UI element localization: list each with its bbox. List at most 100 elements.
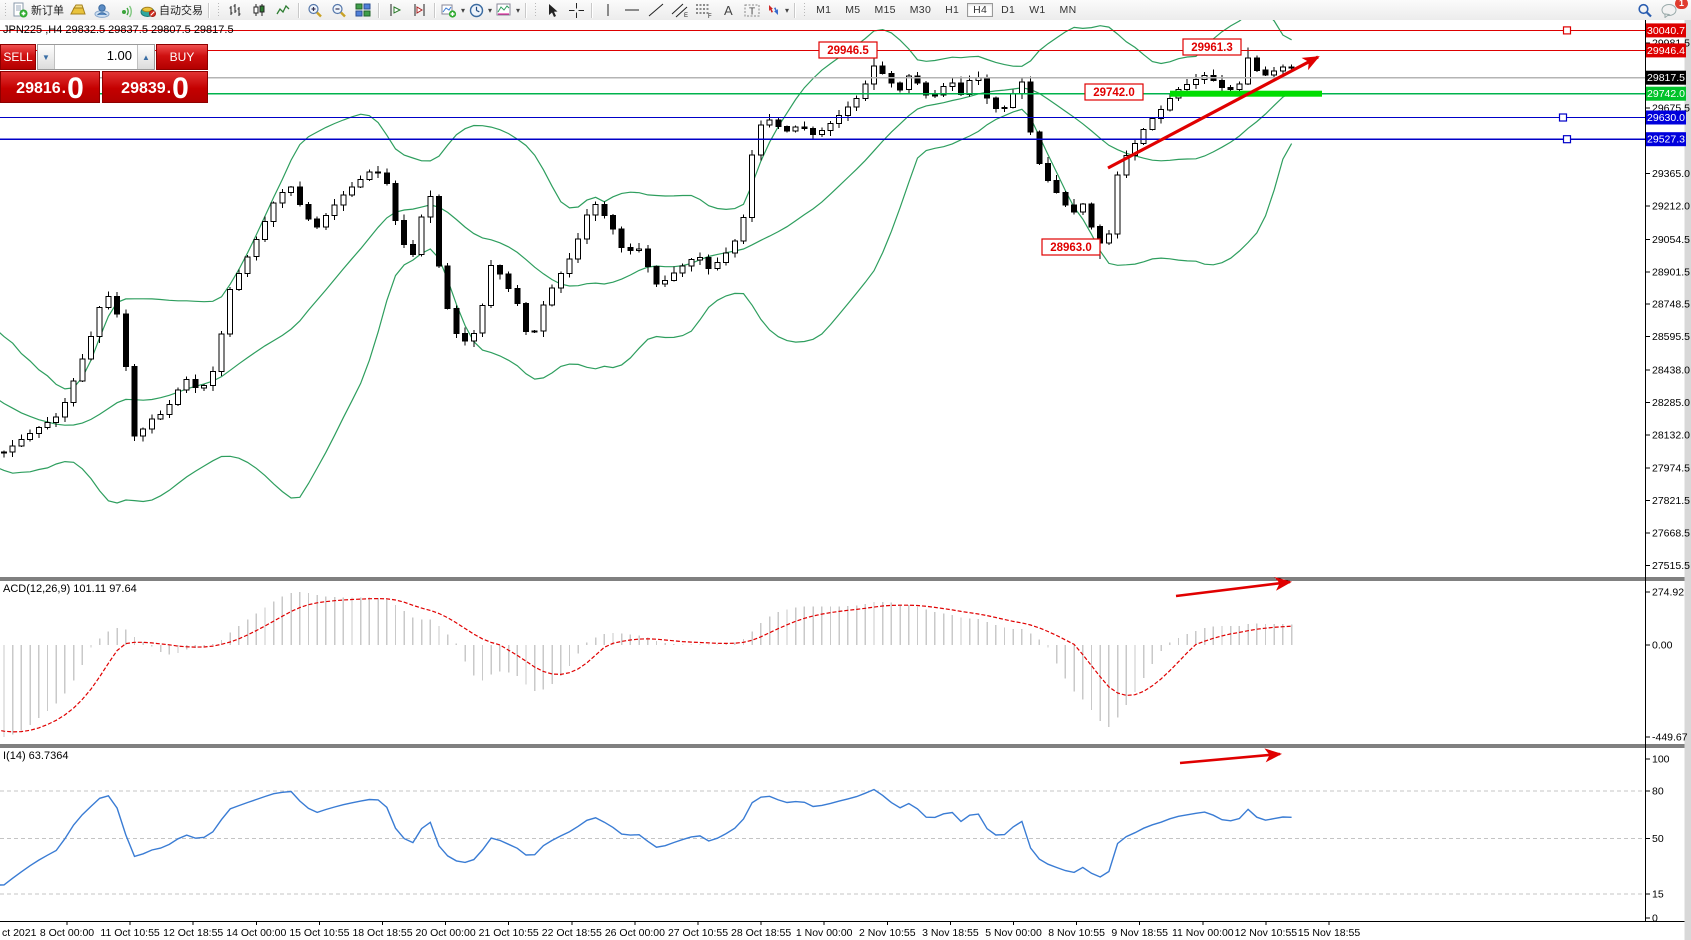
zoom-in-button[interactable] [303, 1, 327, 19]
timeframe-W1[interactable]: W1 [1029, 4, 1046, 16]
candlestick-button[interactable] [247, 1, 271, 19]
svg-text:ct 2021: ct 2021 [2, 927, 37, 939]
svg-text:T: T [749, 6, 755, 17]
dropdown-caret-icon: ▾ [461, 5, 466, 15]
text-icon: A [724, 3, 733, 17]
timeframe-D1[interactable]: D1 [1001, 4, 1016, 16]
tile-windows-button[interactable] [351, 1, 375, 19]
svg-text:20 Oct 00:00: 20 Oct 00:00 [416, 927, 476, 939]
autotrading-label: 自动交易 [159, 5, 203, 17]
svg-text:27 Oct 10:55: 27 Oct 10:55 [668, 927, 728, 939]
price-dot: . [61, 80, 67, 97]
fibonacci-button[interactable]: F [692, 1, 716, 19]
timeframe-MN[interactable]: MN [1059, 4, 1077, 16]
svg-text:29630.0: 29630.0 [1647, 112, 1685, 124]
search-icon [1638, 3, 1652, 17]
svg-text:5 Nov 00:00: 5 Nov 00:00 [985, 927, 1042, 939]
price-chart[interactable]: 29981.529675.529365.029212.029054.528901… [0, 20, 1691, 940]
add-indicator-button[interactable]: ▾ [439, 1, 467, 19]
bar-chart-icon [229, 4, 240, 16]
one-click-trade-panel: SELL ▼ 1.00 ▲ BUY 29816 . 0 29839 . 0 [0, 44, 208, 105]
community-button[interactable] [90, 1, 114, 19]
search-button[interactable] [1633, 1, 1657, 19]
svg-text:27974.5: 27974.5 [1652, 463, 1690, 475]
svg-text:15: 15 [1652, 889, 1664, 901]
svg-text:9 Nov 18:55: 9 Nov 18:55 [1111, 927, 1168, 939]
gold-button[interactable] [66, 1, 90, 19]
toolbar-separator [525, 2, 528, 18]
cursor-button[interactable] [540, 1, 564, 19]
rsi-label: I(14) 63.7364 [3, 750, 69, 762]
svg-text:29742.0: 29742.0 [1093, 87, 1135, 99]
svg-text:29946.5: 29946.5 [827, 45, 869, 57]
svg-text:80: 80 [1652, 785, 1664, 797]
toolbar-grip[interactable] [802, 3, 808, 17]
volume-stepper: ▼ 1.00 ▲ [37, 44, 155, 70]
svg-text:29365.0: 29365.0 [1652, 168, 1690, 180]
text-button[interactable]: A [716, 1, 740, 19]
svg-text:14 Oct 00:00: 14 Oct 00:00 [226, 927, 286, 939]
arrows-button[interactable]: ▾ [764, 1, 791, 19]
svg-text:E: E [684, 13, 688, 18]
svg-text:1 Nov 00:00: 1 Nov 00:00 [796, 927, 853, 939]
buy-button[interactable]: BUY [156, 44, 208, 70]
chart-shift-button[interactable] [407, 1, 431, 19]
equidistant-channel-button[interactable]: E [668, 1, 692, 19]
templates-button[interactable]: ▾ [494, 1, 522, 19]
toolbar: 新订单 自动交易 [0, 0, 1691, 21]
svg-text:3 Nov 18:55: 3 Nov 18:55 [922, 927, 979, 939]
svg-text:8 Oct 00:00: 8 Oct 00:00 [40, 927, 94, 939]
svg-text:28595.5: 28595.5 [1652, 331, 1690, 343]
sell-price-main: 29816 [16, 80, 61, 97]
zoom-out-button[interactable] [327, 1, 351, 19]
trendline-button[interactable] [644, 1, 668, 19]
chat-button[interactable]: 1 [1657, 0, 1688, 19]
timeframe-H1[interactable]: H1 [945, 4, 960, 16]
crosshair-icon [568, 2, 584, 18]
chart-shift-icon [414, 4, 424, 16]
buy-price-main: 29839 [121, 80, 166, 97]
timeframe-M30[interactable]: M30 [909, 4, 932, 16]
timeframe-M1[interactable]: M1 [816, 4, 832, 16]
volume-increase-button[interactable]: ▲ [137, 45, 154, 69]
timeframe-M15[interactable]: M15 [874, 4, 896, 16]
autotrading-button[interactable]: 自动交易 [138, 1, 205, 19]
horizontal-line-button[interactable] [620, 1, 644, 19]
sell-price-display[interactable]: 29816 . 0 [0, 71, 100, 105]
svg-text:274.92: 274.92 [1652, 587, 1684, 599]
svg-text:0: 0 [1652, 913, 1658, 925]
chart-title: JPN225 ,H4 29832.5 29837.5 29807.5 29817… [3, 24, 234, 36]
channel-icon: E [671, 3, 688, 18]
line-chart-button[interactable] [271, 1, 295, 19]
svg-text:28132.0: 28132.0 [1652, 429, 1690, 441]
svg-text:28 Oct 18:55: 28 Oct 18:55 [731, 927, 791, 939]
candlestick-icon [253, 4, 264, 16]
sell-price-big-digit: 0 [67, 72, 84, 105]
trendline-icon [648, 3, 664, 17]
svg-text:28901.5: 28901.5 [1652, 266, 1690, 278]
timeframe-H4[interactable]: H4 [967, 3, 994, 17]
toolbar-grip[interactable] [216, 3, 221, 17]
volume-input[interactable]: 1.00 [106, 48, 132, 63]
tile-windows-icon [355, 3, 371, 17]
svg-text:27821.5: 27821.5 [1652, 495, 1690, 507]
timeframe-M5[interactable]: M5 [845, 4, 861, 16]
svg-text:29527.3: 29527.3 [1647, 134, 1685, 146]
periods-button[interactable]: ▾ [467, 1, 494, 19]
new-order-button[interactable]: 新订单 [10, 1, 66, 19]
sell-button[interactable]: SELL [0, 44, 36, 70]
svg-text:11 Oct 10:55: 11 Oct 10:55 [100, 927, 160, 939]
signals-button[interactable] [114, 1, 138, 19]
auto-scroll-button[interactable] [383, 1, 407, 19]
toolbar-grip[interactable] [3, 3, 8, 17]
crosshair-button[interactable] [564, 1, 588, 19]
bar-chart-button[interactable] [223, 1, 247, 19]
toolbar-grip[interactable] [533, 3, 539, 17]
buy-price-display[interactable]: 29839 . 0 [102, 71, 208, 104]
svg-text:29817.5: 29817.5 [1647, 72, 1685, 84]
vertical-line-button[interactable] [596, 1, 620, 19]
svg-text:18 Oct 18:55: 18 Oct 18:55 [352, 927, 412, 939]
svg-text:15 Nov 18:55: 15 Nov 18:55 [1298, 927, 1361, 939]
text-label-button[interactable]: T [740, 1, 764, 19]
volume-decrease-button[interactable]: ▼ [38, 45, 55, 69]
